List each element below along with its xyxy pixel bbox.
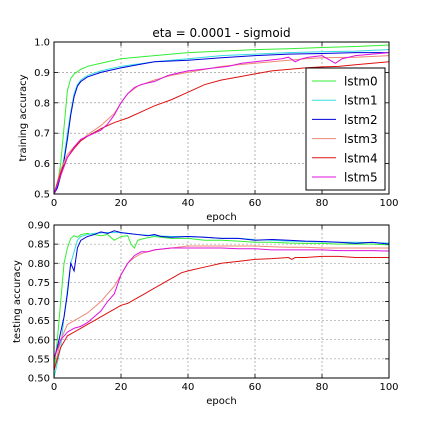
x-tick-label: 100 <box>379 198 398 209</box>
x-axis-label: epoch <box>206 212 236 223</box>
y-tick-label: 0.6 <box>34 159 50 170</box>
legend-label-lstm4: lstm4 <box>344 151 378 165</box>
y-tick-label: 0.85 <box>28 240 50 251</box>
series-line-lstm0 <box>54 232 389 371</box>
series-line-lstm4 <box>54 61 389 194</box>
series-line-lstm5 <box>54 52 389 194</box>
legend-label-lstm3: lstm3 <box>344 132 378 146</box>
x-tick-label: 0 <box>51 382 57 393</box>
x-axis-label: epoch <box>206 396 236 407</box>
y-tick-label: 0.75 <box>28 278 50 289</box>
plot-frame <box>53 41 390 195</box>
y-tick-label: 0.8 <box>34 98 50 109</box>
plot-frame <box>53 224 390 379</box>
series-line-lstm5 <box>54 247 389 360</box>
x-tick-label: 80 <box>316 198 329 209</box>
x-tick-label: 60 <box>249 382 262 393</box>
series-line-lstm1 <box>54 49 389 194</box>
legend-label-lstm0: lstm0 <box>344 75 378 89</box>
y-tick-label: 0.90 <box>28 221 50 232</box>
y-tick-label: 0.70 <box>28 297 50 308</box>
series-line-lstm1 <box>54 232 389 378</box>
chart-panel-2: 0 20 40 60 80 100 0.50 0.55 0.60 0.65 0.70 0.75 0.80… <box>12 221 399 408</box>
y-tick-label: 0.65 <box>28 316 50 327</box>
chart-title: eta = 0.0001 - sigmoid <box>152 26 290 40</box>
y-tick-label: 0.60 <box>28 335 50 346</box>
chart-panel-1: eta = 0.0001 - sigmoid 0 20 40 60 80 100 0.5 0.6… <box>18 26 399 223</box>
y-tick-label: 0.50 <box>28 374 50 385</box>
x-tick-label: 100 <box>379 382 398 393</box>
x-tick-label: 60 <box>249 198 262 209</box>
legend-box <box>305 67 386 191</box>
x-tick-label: 80 <box>316 382 329 393</box>
x-tick-label: 0 <box>51 198 57 209</box>
legend: lstm0 lstm1 lstm2 lstm3 lstm4 lstm5 <box>305 67 386 191</box>
y-axis-label: testing accuracy <box>12 260 23 343</box>
series-line-lstm2 <box>54 52 389 194</box>
series-line-lstm2 <box>54 230 389 360</box>
y-tick-label: 0.55 <box>28 354 50 365</box>
x-tick-label: 40 <box>182 382 195 393</box>
series-line-lstm4 <box>54 255 389 371</box>
y-tick-label: 0.7 <box>34 129 50 140</box>
x-tick-label: 40 <box>182 198 195 209</box>
x-tick-label: 20 <box>115 382 128 393</box>
series-line-lstm3 <box>54 245 389 371</box>
legend-label-lstm5: lstm5 <box>344 171 378 185</box>
legend-label-lstm1: lstm1 <box>344 94 378 108</box>
legend-label-lstm2: lstm2 <box>344 113 378 127</box>
y-tick-label: 0.5 <box>34 190 50 201</box>
y-tick-label: 0.80 <box>28 259 50 270</box>
y-tick-label: 0.9 <box>34 68 50 79</box>
x-tick-label: 20 <box>115 198 128 209</box>
series-line-lstm0 <box>54 44 389 194</box>
y-axis-label: training accuracy <box>18 74 29 161</box>
y-tick-label: 1.0 <box>34 38 50 49</box>
